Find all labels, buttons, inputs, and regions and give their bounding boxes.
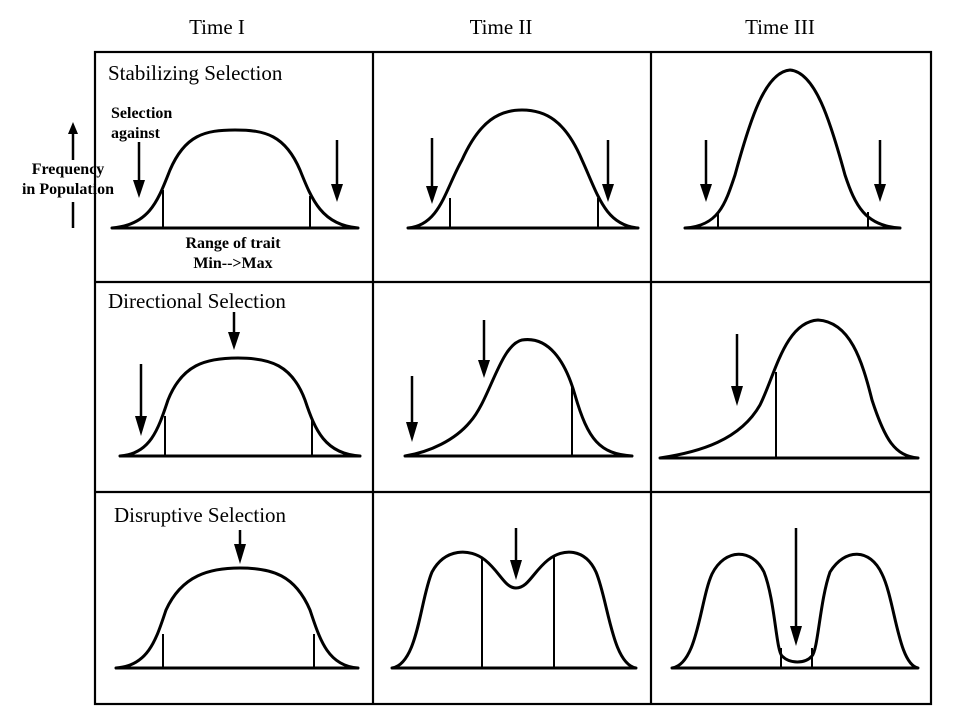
distribution-curve bbox=[110, 128, 360, 230]
selection-arrow-left bbox=[406, 376, 418, 442]
panel-stabilizing-time-1 bbox=[110, 128, 360, 230]
panel-disruptive-time-3 bbox=[670, 528, 920, 670]
row-title-directional: Directional Selection bbox=[108, 289, 286, 313]
panel-directional-time-3 bbox=[658, 318, 920, 460]
panel-directional-time-2 bbox=[403, 320, 634, 458]
y-axis-arrow bbox=[68, 122, 78, 228]
x-axis-label-line1: Range of trait bbox=[185, 235, 281, 252]
selection-arrow-top bbox=[228, 312, 240, 350]
selection-arrow-top bbox=[510, 528, 522, 580]
selection-arrow-left bbox=[426, 138, 438, 204]
selection-against-label-line1: Selection bbox=[111, 105, 172, 122]
panel-disruptive-time-2 bbox=[390, 528, 638, 670]
panel-stabilizing-time-3 bbox=[683, 68, 902, 230]
selection-arrow-left bbox=[731, 334, 743, 406]
y-axis-label-line2: in Population bbox=[22, 181, 114, 198]
column-header-time-1: Time I bbox=[189, 15, 245, 39]
selection-arrow-left bbox=[135, 364, 147, 436]
distribution-curve bbox=[683, 68, 902, 230]
row-title-disruptive: Disruptive Selection bbox=[114, 503, 287, 527]
column-header-time-3: Time III bbox=[745, 15, 815, 39]
selection-arrow-top bbox=[790, 528, 802, 646]
distribution-curve bbox=[406, 108, 640, 230]
distribution-curve bbox=[114, 566, 360, 670]
selection-arrow-left bbox=[133, 142, 145, 198]
panel-stabilizing-time-2 bbox=[406, 108, 640, 230]
selection-arrow-left bbox=[700, 140, 712, 202]
selection-arrow-right bbox=[602, 140, 614, 202]
grid-frame bbox=[93, 50, 933, 706]
column-header-time-2: Time II bbox=[470, 15, 533, 39]
selection-arrow-right bbox=[874, 140, 886, 202]
selection-arrow-top bbox=[234, 530, 246, 564]
distribution-curve bbox=[403, 338, 634, 458]
outer-border bbox=[93, 50, 933, 706]
y-axis-arrow-head bbox=[68, 122, 78, 134]
selection-against-label-line2: against bbox=[111, 125, 161, 142]
selection-arrow-right bbox=[331, 140, 343, 202]
distribution-curve bbox=[118, 356, 362, 458]
panel-directional-time-1 bbox=[118, 312, 362, 458]
panel-disruptive-time-1 bbox=[114, 530, 360, 670]
distribution-curve bbox=[658, 318, 920, 460]
distribution-curve bbox=[390, 550, 638, 670]
y-axis-label-line1: Frequency bbox=[32, 161, 105, 178]
row-title-stabilizing: Stabilizing Selection bbox=[108, 61, 283, 85]
x-axis-label-line2: Min-->Max bbox=[193, 255, 272, 272]
distribution-curve bbox=[670, 552, 920, 670]
selection-arrow-top bbox=[478, 320, 490, 378]
